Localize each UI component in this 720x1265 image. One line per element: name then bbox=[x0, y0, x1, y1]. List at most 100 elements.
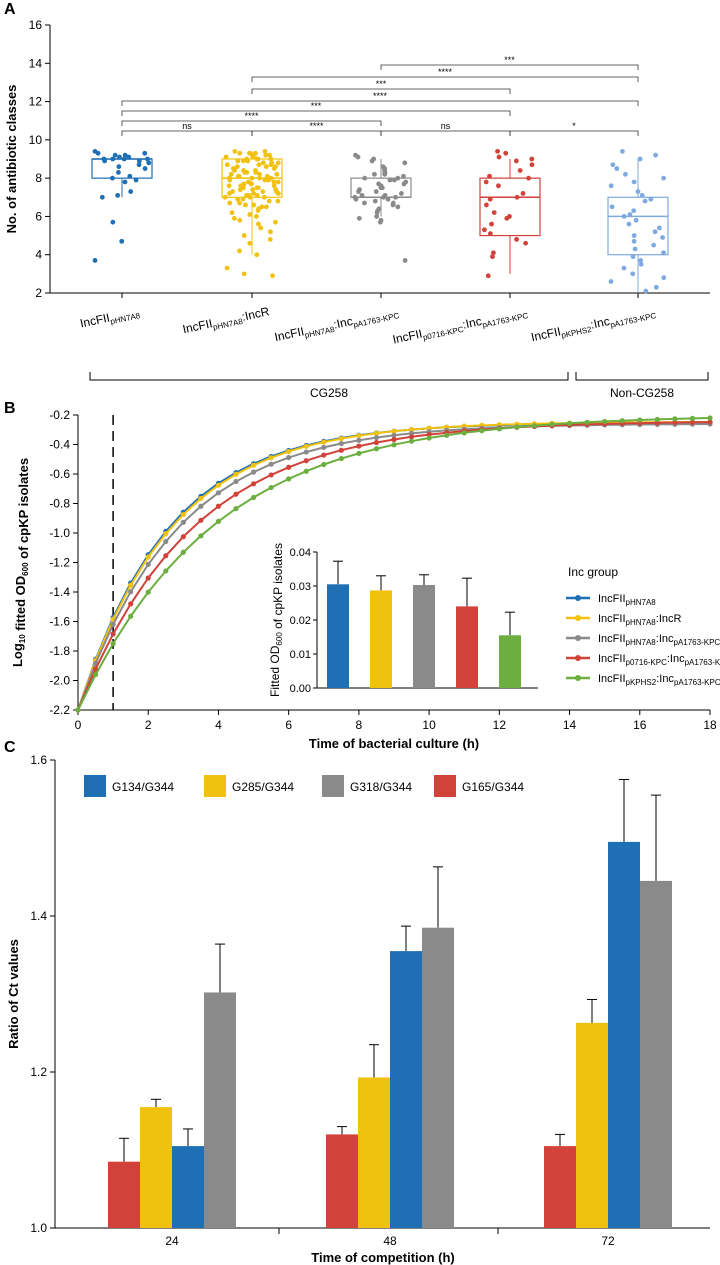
y-tick-label-b: -2.2 bbox=[49, 703, 70, 717]
data-point bbox=[491, 250, 496, 256]
legend-swatch bbox=[434, 775, 456, 797]
x-tick-label-b: 18 bbox=[703, 718, 717, 732]
data-point bbox=[487, 231, 493, 237]
data-point bbox=[632, 246, 638, 252]
data-point bbox=[92, 258, 98, 263]
curve-point bbox=[180, 511, 186, 518]
curve-point bbox=[637, 417, 643, 423]
data-point bbox=[234, 164, 240, 170]
data-point bbox=[395, 204, 401, 210]
y-tick-label-b: -1.2 bbox=[49, 556, 70, 570]
y-tick-label-b: -0.6 bbox=[49, 467, 70, 481]
data-point bbox=[254, 214, 259, 219]
data-point bbox=[247, 194, 253, 200]
inset-y-axis-label: Fitted OD600 of cpKP isolates bbox=[268, 543, 285, 697]
y-tick-label-b: -2.0 bbox=[49, 674, 70, 688]
significance-bracket bbox=[509, 130, 639, 136]
curve-point bbox=[92, 666, 99, 672]
data-point bbox=[254, 185, 260, 191]
data-point bbox=[633, 217, 639, 223]
data-point bbox=[262, 148, 268, 154]
category-label: IncFIIpHN7A8:IncR bbox=[181, 304, 271, 338]
data-point bbox=[482, 227, 487, 233]
data-point bbox=[268, 229, 273, 235]
panel-a: A 2 4 6 8 10 12 14 16 No. of antibiotic classes In… bbox=[4, 1, 710, 400]
data-point bbox=[126, 154, 132, 160]
curve-point bbox=[198, 517, 204, 523]
data-point bbox=[642, 198, 648, 204]
data-point bbox=[241, 233, 247, 238]
data-point bbox=[639, 192, 645, 198]
curve-point bbox=[145, 589, 151, 595]
data-point bbox=[608, 279, 614, 284]
data-point bbox=[520, 191, 526, 196]
curve-point bbox=[549, 421, 555, 428]
legend-label-c: G134/G344 bbox=[112, 780, 174, 794]
data-point bbox=[110, 219, 116, 225]
data-point bbox=[224, 162, 230, 168]
data-point bbox=[637, 156, 643, 162]
data-point bbox=[117, 154, 122, 160]
data-point bbox=[514, 237, 519, 242]
x-tick-label-b: 10 bbox=[422, 718, 436, 732]
curve-point bbox=[356, 433, 362, 439]
bar bbox=[108, 1161, 140, 1228]
data-point bbox=[627, 212, 633, 217]
significance-label: **** bbox=[244, 111, 259, 121]
curve-point bbox=[321, 452, 327, 458]
data-point bbox=[496, 183, 501, 189]
data-point bbox=[359, 192, 365, 198]
data-point bbox=[119, 238, 125, 244]
legend-label-b: IncFIIpHN7A8:IncR bbox=[598, 613, 681, 627]
curve-point bbox=[426, 425, 432, 431]
data-point bbox=[638, 258, 644, 263]
curve-point bbox=[303, 449, 309, 455]
box bbox=[479, 177, 541, 237]
y-tick-label-a: 10 bbox=[29, 133, 43, 147]
curve-point bbox=[408, 438, 415, 444]
data-point bbox=[374, 214, 380, 219]
significance-bracket bbox=[121, 110, 511, 116]
significance-bracket bbox=[121, 100, 639, 106]
data-point bbox=[256, 162, 262, 168]
data-point bbox=[99, 194, 105, 200]
curve-point bbox=[321, 439, 327, 445]
x-tick-label-b: 16 bbox=[633, 718, 647, 732]
curve-point bbox=[128, 582, 134, 588]
data-point bbox=[660, 235, 665, 240]
y-tick-label-b: -0.8 bbox=[49, 497, 70, 511]
curve-point bbox=[566, 420, 573, 426]
data-point bbox=[373, 189, 379, 194]
curve-point bbox=[198, 495, 204, 502]
data-point bbox=[495, 148, 500, 154]
curve-point bbox=[707, 415, 713, 421]
y-tick-label-a: 4 bbox=[35, 248, 42, 262]
data-point bbox=[626, 221, 632, 227]
curve-point bbox=[215, 490, 222, 496]
curve-point bbox=[233, 478, 239, 485]
data-point bbox=[235, 158, 241, 164]
y-tick-label-a: 2 bbox=[35, 286, 42, 300]
curve-point bbox=[268, 472, 274, 478]
cluster-label-noncg258: Non-CG258 bbox=[610, 386, 674, 400]
curve-point bbox=[145, 554, 151, 560]
curve-point bbox=[180, 549, 186, 555]
inset-bar bbox=[370, 590, 392, 688]
curve-point bbox=[672, 419, 678, 426]
curve-point bbox=[286, 464, 292, 470]
curve-point bbox=[373, 430, 380, 436]
data-point bbox=[229, 210, 235, 216]
data-point bbox=[529, 156, 535, 162]
data-point bbox=[387, 177, 393, 183]
data-point bbox=[227, 200, 233, 206]
data-point bbox=[268, 156, 274, 162]
legend-marker bbox=[575, 615, 581, 621]
data-point bbox=[256, 221, 261, 227]
curve-point bbox=[145, 575, 151, 581]
x-tick-label-c: 72 bbox=[601, 1234, 615, 1248]
data-point bbox=[484, 202, 489, 208]
data-point bbox=[275, 191, 281, 196]
y-tick-label-c: 1.0 bbox=[30, 1221, 47, 1235]
curve-point bbox=[303, 443, 309, 449]
legend-marker bbox=[575, 595, 581, 601]
